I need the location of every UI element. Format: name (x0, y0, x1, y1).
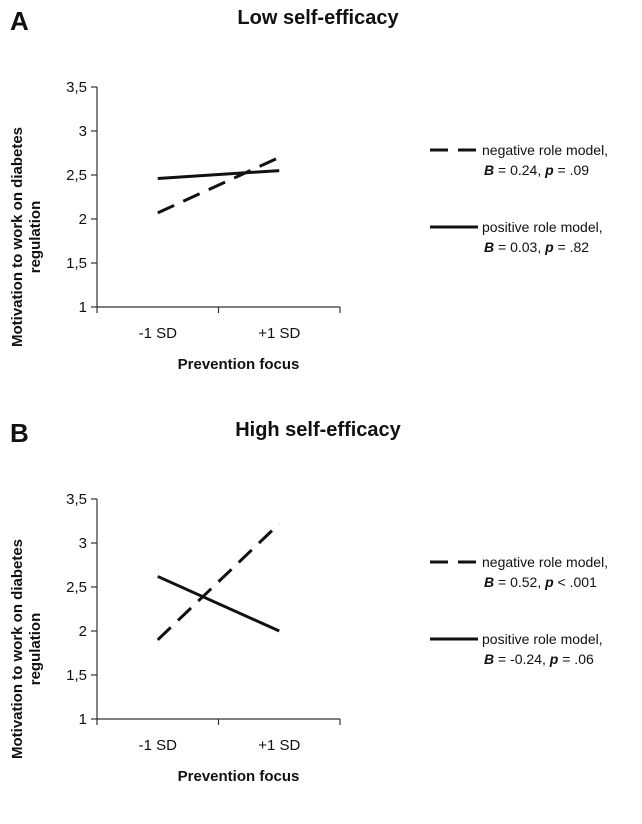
chart-svg: 1 1,5 2 2,5 3 3,5 -1 SD +1 SD Prevention focus Mo… (9, 79, 608, 373)
y-tick-label: 3,5 (66, 491, 87, 508)
x-axis-title: Prevention focus (178, 356, 300, 373)
y-tick-label: 3 (79, 123, 87, 140)
legend-label: negative role model, (482, 554, 608, 570)
chart-svg: 1 1,5 2 2,5 3 3,5 -1 SD +1 SD Prevention focus Mo… (9, 491, 608, 785)
y-tick-label: 3 (79, 535, 87, 552)
y-tick-label: 2 (79, 211, 87, 228)
y-axis-title: Motivation to work on diabetes (9, 127, 26, 347)
y-axis-title: Motivation to work on diabetes (9, 539, 26, 759)
chart-panel-b: B High self-efficacy 1 1,5 2 2,5 3 3,5 -1 SD +1… (0, 412, 642, 824)
x-axis-title: Prevention focus (178, 768, 300, 785)
y-tick-label: 1 (79, 299, 87, 316)
legend-label: positive role model, (482, 631, 603, 647)
y-axis-title: regulation (27, 201, 44, 274)
series-line-positive-role-model (157, 575, 280, 633)
legend-label: positive role model, (482, 219, 603, 235)
x-tick-label: +1 SD (258, 325, 300, 342)
chart-panel-a: A Low self-efficacy 1 1,5 2 2,5 3 3,5 -1 SD +1 … (9, 6, 608, 373)
x-tick-label: +1 SD (258, 737, 300, 754)
chart-title: Low self-efficacy (237, 7, 399, 29)
legend-stat: B = -0.24, p = .06 (484, 651, 594, 667)
series-line-negative-role-model (156, 522, 281, 641)
y-axis-title: regulation (27, 613, 44, 686)
panel-label: B (10, 418, 29, 448)
legend-label: negative role model, (482, 142, 608, 158)
y-tick-label: 1 (79, 711, 87, 728)
series-line-negative-role-model (157, 156, 280, 215)
x-tick-label: -1 SD (139, 325, 178, 342)
series-line-positive-role-model (157, 169, 280, 181)
y-tick-label: 2 (79, 623, 87, 640)
x-tick-label: -1 SD (139, 737, 178, 754)
y-tick-label: 1,5 (66, 667, 87, 684)
y-tick-label: 2,5 (66, 167, 87, 184)
y-tick-label: 1,5 (66, 255, 87, 272)
y-tick-label: 3,5 (66, 79, 87, 96)
legend-stat: B = 0.52, p < .001 (484, 574, 597, 590)
legend-stat: B = 0.24, p = .09 (484, 162, 589, 178)
chart-title: High self-efficacy (235, 419, 401, 441)
y-tick-label: 2,5 (66, 579, 87, 596)
panel-label: A (10, 6, 29, 36)
legend-stat: B = 0.03, p = .82 (484, 239, 589, 255)
